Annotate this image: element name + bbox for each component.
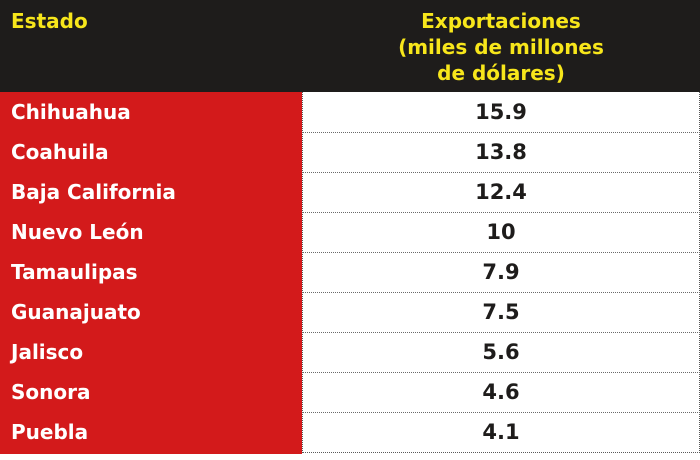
export-value: 4.1 bbox=[482, 420, 520, 444]
export-value: 4.6 bbox=[482, 380, 520, 404]
export-value: 5.6 bbox=[482, 340, 520, 364]
state-name: Jalisco bbox=[11, 340, 84, 364]
table-header: Estado Exportaciones (miles de millones … bbox=[0, 0, 700, 92]
export-value: 13.8 bbox=[475, 140, 527, 164]
export-value: 7.5 bbox=[482, 300, 520, 324]
export-value: 7.9 bbox=[482, 260, 520, 284]
export-value: 10 bbox=[486, 220, 516, 244]
table-row: Puebla 4.1 bbox=[0, 412, 700, 452]
table-row: Nuevo León 10 bbox=[0, 212, 700, 252]
header-exports-line: de dólares) bbox=[437, 61, 565, 85]
state-name: Sonora bbox=[11, 380, 91, 404]
export-value: 12.4 bbox=[475, 180, 527, 204]
header-state-label: Estado bbox=[11, 9, 88, 33]
table-row: Tamaulipas 7.9 bbox=[0, 252, 700, 292]
state-name: Tamaulipas bbox=[11, 260, 138, 284]
row-separator bbox=[302, 292, 700, 293]
header-exports-label: Exportaciones (miles de millones de dóla… bbox=[302, 8, 700, 86]
table-row: Baja California 12.4 bbox=[0, 172, 700, 212]
table-row: Sonora 4.6 bbox=[0, 372, 700, 412]
header-exports-line: Exportaciones bbox=[421, 9, 581, 33]
state-name: Nuevo León bbox=[11, 220, 144, 244]
row-separator bbox=[302, 372, 700, 373]
row-separator bbox=[302, 412, 700, 413]
table-row: Chihuahua 15.9 bbox=[0, 92, 700, 132]
state-column-background bbox=[0, 92, 302, 454]
row-separator bbox=[302, 332, 700, 333]
row-separator bbox=[302, 212, 700, 213]
table-row: Jalisco 5.6 bbox=[0, 332, 700, 372]
state-name: Puebla bbox=[11, 420, 89, 444]
row-separator bbox=[302, 132, 700, 133]
table-row: Coahuila 13.8 bbox=[0, 132, 700, 172]
state-name: Guanajuato bbox=[11, 300, 141, 324]
state-name: Baja California bbox=[11, 180, 176, 204]
export-value: 15.9 bbox=[475, 100, 527, 124]
state-name: Coahuila bbox=[11, 140, 109, 164]
table-row: Guanajuato 7.5 bbox=[0, 292, 700, 332]
row-separator bbox=[302, 172, 700, 173]
header-exports-line: (miles de millones bbox=[398, 35, 604, 59]
state-name: Chihuahua bbox=[11, 100, 131, 124]
row-separator bbox=[302, 252, 700, 253]
